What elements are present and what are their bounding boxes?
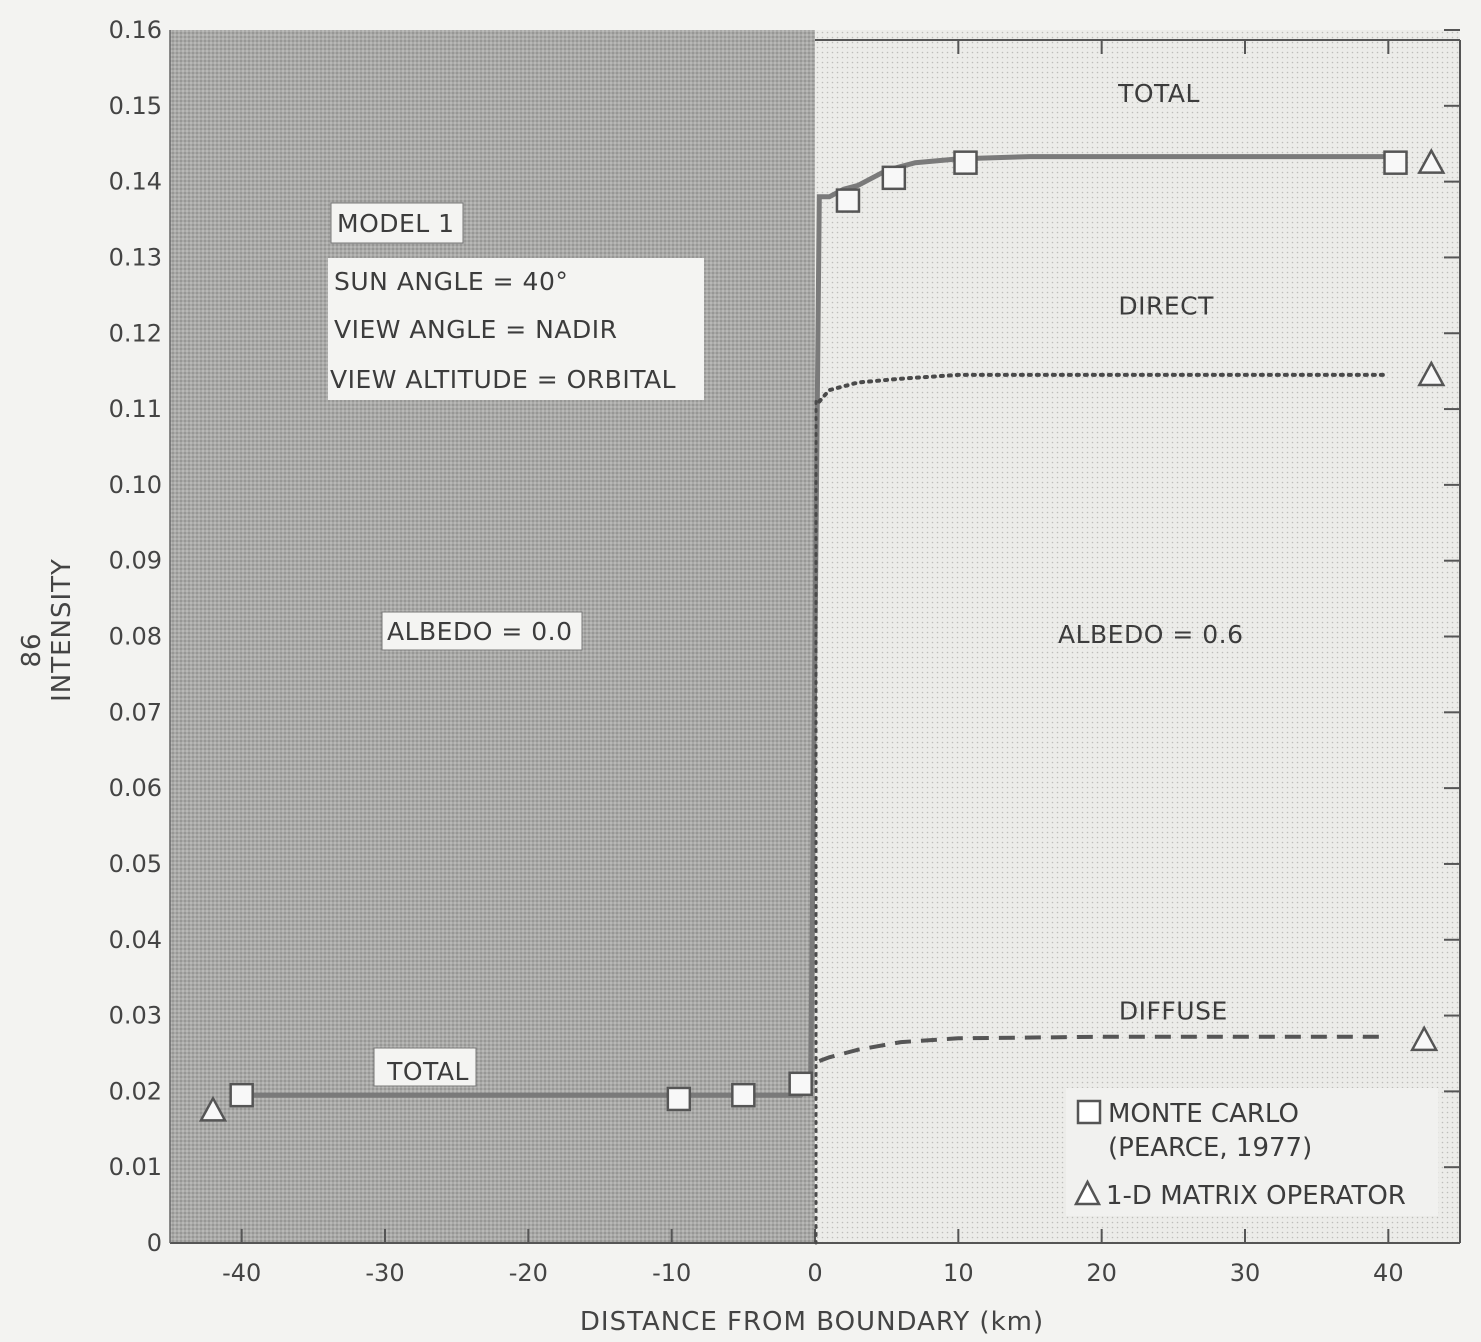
albedo-right-label: ALBEDO = 0.6 — [1058, 620, 1244, 649]
total-right-label: TOTAL — [1117, 79, 1200, 108]
y-tick-label: 0.06 — [109, 774, 162, 802]
legend-monte-carlo-line1: MONTE CARLO — [1108, 1099, 1299, 1129]
y-tick-label: 0.03 — [109, 1002, 162, 1030]
x-tick-label: -40 — [222, 1259, 261, 1287]
monte-carlo-marker — [881, 165, 907, 191]
monte-carlo-marker — [731, 1082, 756, 1108]
view-altitude-text: VIEW ALTITUDE = ORBITAL — [330, 365, 676, 394]
y-tick-label: 0.10 — [109, 471, 162, 499]
y-tick-label: 0.01 — [109, 1153, 162, 1181]
y-tick-label: 0.05 — [109, 850, 162, 878]
model-title: MODEL 1 — [337, 209, 455, 238]
y-tick-label: 0.12 — [109, 319, 162, 347]
matrix-operator-marker — [1410, 1025, 1439, 1052]
matrix-operator-marker — [198, 1095, 228, 1122]
monte-carlo-marker — [835, 188, 861, 213]
x-axis-title: DISTANCE FROM BOUNDARY (km) — [580, 1307, 1044, 1337]
y-tick-label: 0.09 — [109, 547, 162, 575]
legend-square-icon — [1076, 1099, 1102, 1125]
legend-box — [1066, 1088, 1438, 1216]
x-tick-label: 0 — [807, 1259, 822, 1287]
series-direct — [817, 372, 1391, 404]
legend-matrix-operator: 1-D MATRIX OPERATOR — [1106, 1181, 1406, 1211]
y-tick-label: 0.04 — [109, 926, 162, 954]
sun-angle-text: SUN ANGLE = 40° — [334, 267, 568, 296]
monte-carlo-marker — [788, 1071, 813, 1097]
albedo-left-label: ALBEDO = 0.0 — [387, 617, 573, 646]
y-tick-label: 0.07 — [109, 698, 162, 726]
x-tick-label: 20 — [1086, 1259, 1117, 1287]
monte-carlo-marker — [229, 1082, 254, 1108]
y-tick-label: 0 — [147, 1229, 162, 1257]
x-tick-label: 10 — [943, 1259, 974, 1287]
x-tick-label: -10 — [652, 1259, 691, 1287]
y-tick-label: 0.13 — [109, 243, 162, 271]
total-left-label-box — [373, 1047, 477, 1087]
legend-triangle-icon — [1073, 1179, 1102, 1206]
monte-carlo-marker — [1383, 150, 1408, 175]
monte-carlo-marker — [953, 150, 978, 175]
diffuse-label: DIFFUSE — [1119, 996, 1228, 1025]
y-tick-label: 0.08 — [109, 623, 162, 651]
total-left-label: TOTAL — [386, 1057, 469, 1086]
matrix-operator-marker — [1417, 148, 1446, 174]
monte-carlo-marker — [666, 1086, 692, 1112]
y-tick-label: 0.14 — [109, 168, 162, 196]
x-tick-label: 40 — [1373, 1259, 1404, 1287]
y-axis-title: INTENSITY — [47, 558, 77, 702]
model-params-box — [328, 258, 704, 400]
legend-monte-carlo-line2: (PEARCE, 1977) — [1108, 1133, 1312, 1163]
matrix-operator-marker — [1417, 360, 1446, 387]
y-tick-label: 0.02 — [109, 1077, 162, 1105]
albedo-left-box — [381, 611, 583, 651]
view-angle-text: VIEW ANGLE = NADIR — [334, 315, 617, 344]
page-number: 86 — [17, 632, 47, 667]
x-tick-label: -30 — [365, 1259, 404, 1287]
direct-label: DIRECT — [1118, 291, 1214, 320]
y-tick-label: 0.11 — [109, 395, 162, 423]
x-tick-label: -20 — [509, 1259, 548, 1287]
y-tick-label: 0.16 — [109, 16, 162, 44]
model-title-box — [330, 202, 464, 244]
legend: MONTE CARLO (PEARCE, 1977) 1-D MATRIX OP… — [1066, 1088, 1438, 1216]
y-tick-label: 0.15 — [109, 92, 162, 120]
series-diffuse — [818, 1034, 1389, 1063]
x-tick-label: 30 — [1230, 1259, 1261, 1287]
